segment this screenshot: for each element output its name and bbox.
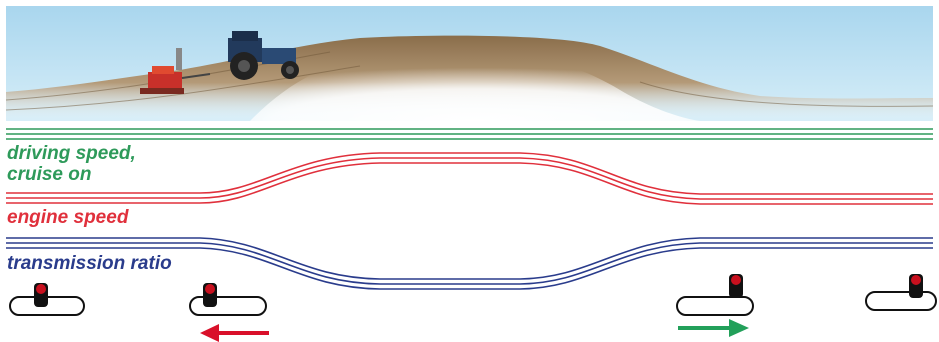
lever-3 (676, 274, 754, 316)
arrow-left-icon (200, 324, 269, 342)
driving-speed-label-line1: driving speed, (7, 143, 136, 164)
driving-speed-label-line2: cruise on (7, 164, 92, 185)
arrow-right-icon (678, 319, 749, 337)
engine-speed-line (6, 152, 933, 205)
engine-speed-label: engine speed (7, 207, 129, 228)
transmission-ratio-line (6, 237, 933, 290)
implement-icon (140, 48, 211, 94)
lever-2 (189, 283, 267, 316)
driving-speed-line (6, 128, 933, 140)
field-scene (5, 6, 934, 121)
hill-highlight (250, 50, 700, 121)
lever-4 (865, 274, 937, 311)
transmission-ratio-label: transmission ratio (7, 253, 172, 274)
tractor-icon (228, 31, 299, 80)
lever-1 (9, 283, 85, 316)
